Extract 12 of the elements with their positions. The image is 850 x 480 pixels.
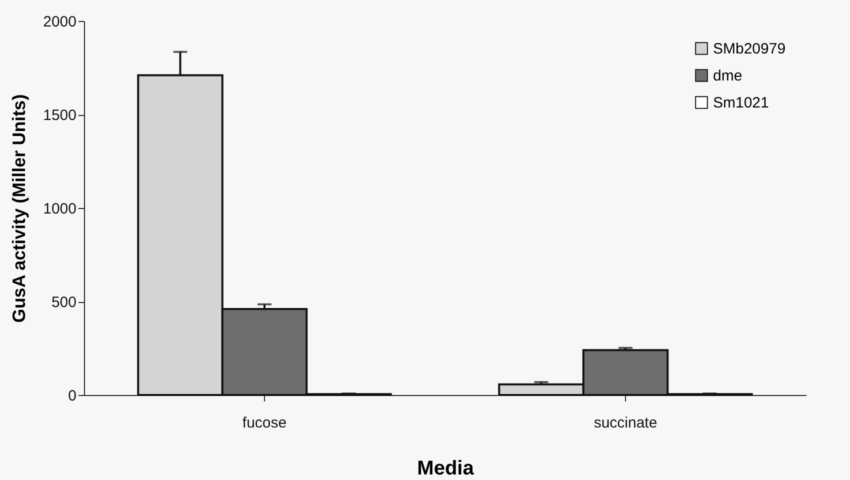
y-tick-label: 2000 (43, 14, 76, 30)
y-axis-title: GusA activity (Miller Units) (9, 94, 30, 323)
legend-label: dme (713, 68, 742, 84)
y-tick-label: 1500 (43, 107, 76, 124)
x-tick-label: succinate (594, 414, 658, 432)
y-tick-label: 1000 (43, 200, 76, 218)
x-axis-title: Media (417, 458, 475, 480)
legend-label: Sm1021 (713, 94, 769, 112)
legend-label: SMb20979 (713, 40, 786, 58)
y-tick-label: 500 (51, 294, 76, 311)
y-tick-label: 0 (68, 388, 76, 404)
x-tick-label: fucose (242, 414, 287, 432)
